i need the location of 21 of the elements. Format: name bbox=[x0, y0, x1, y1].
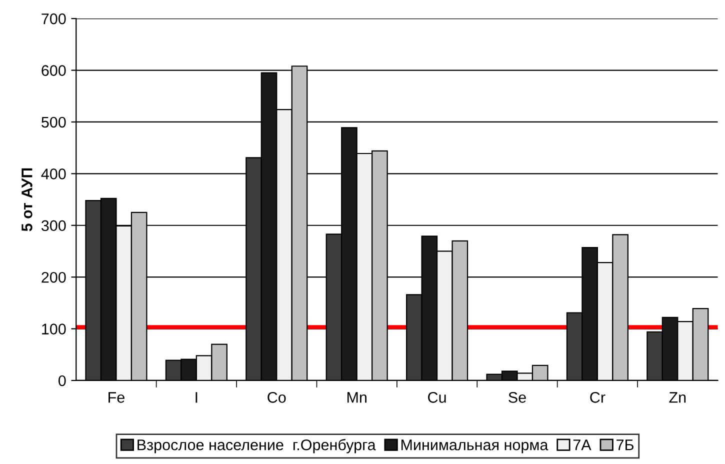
y-tick-label: 0 bbox=[58, 375, 66, 386]
legend-label: 7Б bbox=[616, 440, 634, 450]
y-tick-label: 300 bbox=[42, 220, 66, 232]
y-tick-label: 400 bbox=[41, 168, 66, 180]
y-tick-label: 600 bbox=[42, 65, 66, 76]
x-tick-label: I bbox=[196, 392, 198, 403]
legend-label: 7А bbox=[573, 440, 592, 450]
x-tick-label: Co bbox=[268, 392, 286, 403]
x-tick-label: Cu bbox=[428, 392, 446, 403]
x-tick-label: Fe bbox=[108, 392, 124, 403]
y-axis-title: 5 от АУП bbox=[22, 168, 32, 232]
legend-label: Взрослое население г.Оренбурга bbox=[138, 438, 376, 454]
y-tick-label: 100 bbox=[42, 324, 66, 334]
x-tick-label: Zn bbox=[669, 392, 686, 403]
x-tick-label: Se bbox=[508, 392, 526, 403]
x-tick-label: Cr bbox=[590, 392, 606, 403]
legend-label: Минимальная норма bbox=[401, 440, 548, 454]
y-tick-label: 200 bbox=[42, 272, 66, 283]
x-tick-label: Mn bbox=[347, 392, 366, 403]
y-tick-label: 500 bbox=[42, 116, 66, 128]
y-tick-label: 700 bbox=[42, 13, 66, 24]
